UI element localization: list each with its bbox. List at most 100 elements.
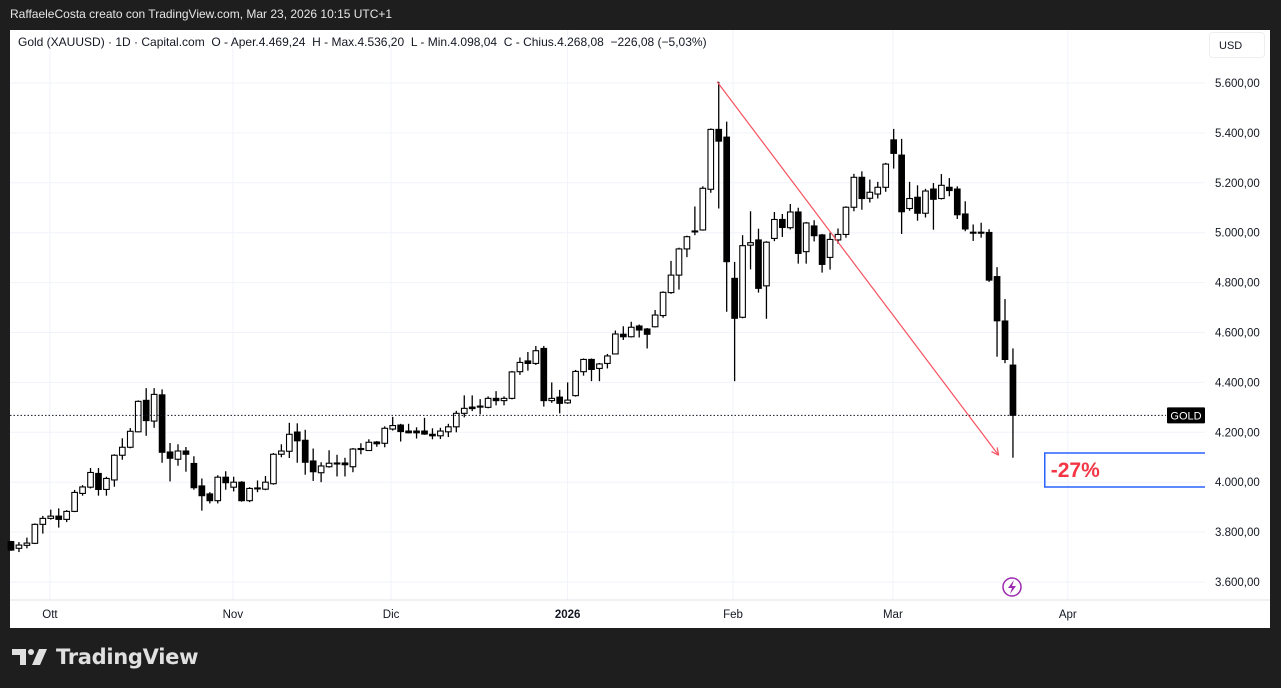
candle bbox=[373, 441, 381, 447]
candle bbox=[802, 221, 810, 264]
candle bbox=[818, 233, 826, 273]
candle-body-up bbox=[906, 197, 913, 210]
candle bbox=[349, 448, 357, 473]
candle-body-up bbox=[548, 397, 556, 402]
candle-body-down bbox=[588, 358, 595, 370]
y-tick-label: 3.800,00 bbox=[1215, 527, 1260, 539]
candle-body-up bbox=[707, 128, 715, 190]
candle-body-down bbox=[540, 347, 548, 402]
candle bbox=[882, 162, 890, 192]
attribution-text: RaffaeleCosta creato con TradingView.com… bbox=[10, 7, 393, 21]
candle bbox=[961, 201, 969, 232]
y-tick-label: 5.200,00 bbox=[1215, 178, 1260, 190]
candle-body-up bbox=[691, 230, 699, 233]
price-label-badge bbox=[1167, 407, 1205, 424]
candle-body-down bbox=[222, 476, 230, 484]
candle bbox=[612, 330, 619, 355]
candle bbox=[747, 211, 754, 270]
candle bbox=[166, 443, 174, 482]
candle bbox=[254, 480, 261, 493]
candle-body-down bbox=[142, 399, 150, 422]
y-tick-label: 3.600,00 bbox=[1215, 577, 1260, 589]
candle bbox=[627, 321, 635, 338]
candle bbox=[39, 515, 47, 534]
candle bbox=[922, 188, 929, 218]
candle bbox=[365, 439, 373, 452]
price-axis: 3.600,00 3.800,00 4.000,00 4.200,00 4.400,00… bbox=[1215, 78, 1260, 589]
candle-body-up bbox=[675, 248, 683, 276]
candle bbox=[460, 395, 468, 418]
candle-body-up bbox=[381, 427, 389, 444]
tradingview-logo-icon bbox=[12, 649, 47, 665]
candle bbox=[437, 427, 444, 440]
candle bbox=[643, 328, 651, 349]
candle-body-up bbox=[596, 363, 603, 369]
candle bbox=[31, 523, 39, 545]
candle bbox=[492, 391, 500, 406]
candle-body-down bbox=[755, 239, 762, 289]
candle bbox=[134, 400, 142, 433]
candle bbox=[397, 423, 404, 442]
candle bbox=[421, 417, 428, 435]
candle-body-up bbox=[484, 397, 492, 408]
candle-body-up bbox=[357, 447, 365, 451]
candle bbox=[198, 478, 206, 511]
candle bbox=[293, 423, 301, 463]
candle-body-up bbox=[651, 314, 659, 328]
candle bbox=[95, 467, 102, 496]
candle-body-up bbox=[882, 163, 890, 188]
candle-body-down bbox=[778, 218, 786, 229]
candle bbox=[850, 173, 858, 212]
candle-body-up bbox=[325, 462, 333, 468]
candle bbox=[278, 444, 285, 458]
candle-body-down bbox=[524, 360, 532, 364]
candle-body-down bbox=[341, 462, 349, 466]
candle bbox=[866, 179, 874, 203]
candle-body-down bbox=[238, 481, 245, 502]
attribution-bar: RaffaeleCosta creato con TradingView.com… bbox=[0, 0, 1281, 30]
time-axis: Ott Nov Dic 2026 Feb Mar Apr bbox=[10, 599, 1270, 621]
y-tick-label: 4.000,00 bbox=[1215, 477, 1260, 489]
trend-arrow-head bbox=[996, 447, 1000, 456]
candle bbox=[977, 222, 985, 238]
candle-body-up bbox=[508, 371, 516, 399]
candle-body-up bbox=[39, 517, 47, 525]
candle bbox=[914, 185, 921, 221]
candle bbox=[890, 128, 898, 169]
candle bbox=[707, 128, 715, 193]
candle bbox=[103, 476, 110, 496]
candle-body-up bbox=[699, 187, 707, 231]
candle bbox=[317, 462, 325, 483]
candle-body-up bbox=[214, 476, 222, 502]
annotation-text: -27% bbox=[1051, 459, 1100, 482]
candle-body-up bbox=[826, 238, 834, 258]
candle-body-down bbox=[961, 213, 969, 230]
candle bbox=[190, 456, 198, 490]
candle-body-up bbox=[739, 245, 746, 318]
candle-body-up bbox=[532, 350, 540, 364]
candle-body-up bbox=[604, 355, 611, 364]
candle-body-down bbox=[158, 394, 166, 453]
candle bbox=[500, 396, 508, 406]
candle-body-down bbox=[643, 328, 651, 335]
y-tick-label: 5.000,00 bbox=[1215, 228, 1260, 240]
candle bbox=[158, 389, 166, 463]
candle bbox=[635, 324, 643, 338]
candle-body-up bbox=[103, 477, 110, 490]
candle-body-up bbox=[349, 448, 357, 468]
candle bbox=[985, 229, 993, 282]
candle-body-down bbox=[945, 186, 953, 192]
candle-body-up bbox=[747, 242, 754, 246]
candle bbox=[619, 326, 627, 340]
candle bbox=[548, 382, 556, 403]
candle bbox=[174, 444, 182, 466]
candle bbox=[516, 357, 524, 375]
candle-body-up bbox=[63, 510, 71, 520]
candle bbox=[285, 422, 293, 458]
candle bbox=[794, 207, 802, 264]
currency-button[interactable]: USD bbox=[1209, 32, 1265, 58]
candle-body-up bbox=[47, 515, 55, 519]
candle bbox=[993, 267, 1001, 357]
candle bbox=[723, 121, 731, 312]
